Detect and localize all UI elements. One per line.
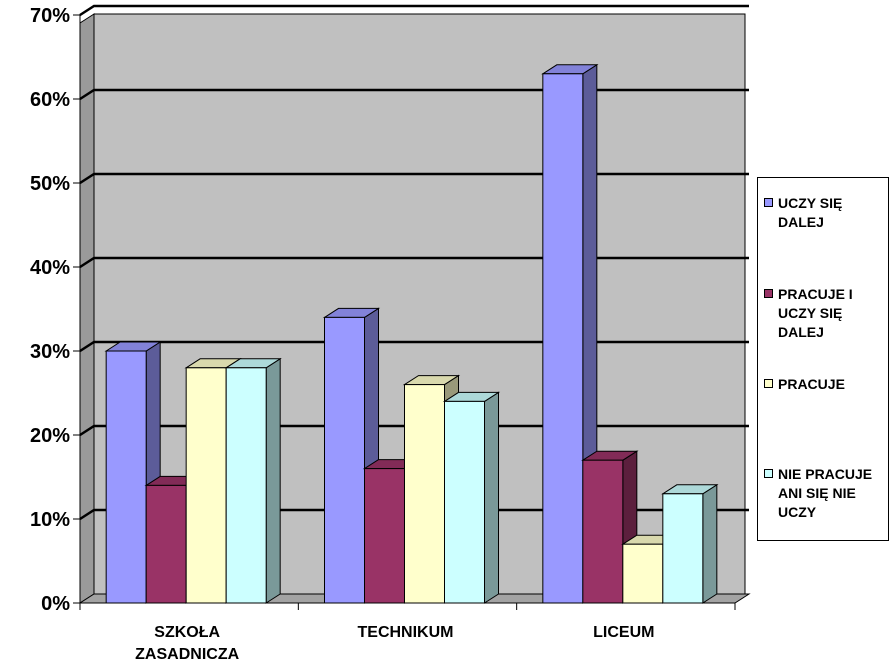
gridline <box>79 508 749 521</box>
gridline <box>79 4 749 17</box>
legend-item: PRACUJE I UCZY SIĘ DALEJ <box>764 285 886 342</box>
bar-front <box>404 384 445 604</box>
x-tick-label: SZKOŁA ZASADNICZA <box>135 624 239 663</box>
bar-front <box>225 367 267 604</box>
bar-front <box>444 400 485 604</box>
y-tick-label: 60% <box>30 89 70 111</box>
y-tick-label: 0% <box>41 593 70 615</box>
legend-item: PRACUJE <box>764 375 886 394</box>
bar-front <box>324 316 365 604</box>
bar-side <box>265 357 281 604</box>
y-tick-label: 10% <box>30 509 70 531</box>
gridline <box>79 172 749 185</box>
x-tick-label: LICEUM <box>593 624 654 641</box>
gridline <box>79 424 749 437</box>
legend: UCZY SIĘ DALEJ PRACUJE I UCZY SIĘ DALEJ PR… <box>757 177 889 541</box>
legend-label: NIE PRACUJE ANI SIĘ NIE UCZY <box>778 466 873 520</box>
bar <box>661 483 719 604</box>
bar-front <box>185 367 227 604</box>
legend-label: UCZY SIĘ DALEJ <box>778 195 843 230</box>
bar <box>104 341 162 604</box>
legend-swatch <box>764 379 773 388</box>
gridline <box>79 340 749 353</box>
legend-swatch <box>764 289 773 298</box>
y-tick-label: 40% <box>30 257 70 279</box>
bar-front <box>622 543 664 604</box>
bar-front <box>582 459 624 604</box>
bar <box>224 357 282 604</box>
bar-side <box>702 483 718 604</box>
legend-label: PRACUJE <box>778 376 845 392</box>
legend-item: UCZY SIĘ DALEJ <box>764 194 886 232</box>
bar <box>442 391 501 604</box>
legend-swatch <box>764 469 773 478</box>
gridline <box>79 88 749 101</box>
legend-item: NIE PRACUJE ANI SIĘ NIE UCZY <box>764 465 886 522</box>
x-tick-label: TECHNIKUM <box>358 624 454 641</box>
y-tick-label: 70% <box>30 5 70 27</box>
y-tick-label: 50% <box>30 173 70 195</box>
gridlines <box>79 4 749 521</box>
x-axis: SZKOŁA ZASADNICZA TECHNIKUM LICEUM <box>79 602 736 663</box>
y-tick-label: 30% <box>30 341 70 363</box>
bar <box>581 450 639 604</box>
gridline <box>79 256 749 269</box>
bar-front <box>364 468 405 604</box>
bars <box>104 63 719 604</box>
y-tick-label: 20% <box>30 425 70 447</box>
bar-front <box>542 73 584 604</box>
legend-label: PRACUJE I UCZY SIĘ DALEJ <box>778 286 853 340</box>
bar-front <box>145 484 187 604</box>
bar-front <box>662 493 704 604</box>
legend-swatch <box>764 198 773 207</box>
y-axis: 0% 10% 20% 30% 40% 50% 60% 70% <box>30 5 81 615</box>
bar-front <box>105 350 147 604</box>
bar-side <box>484 391 499 604</box>
